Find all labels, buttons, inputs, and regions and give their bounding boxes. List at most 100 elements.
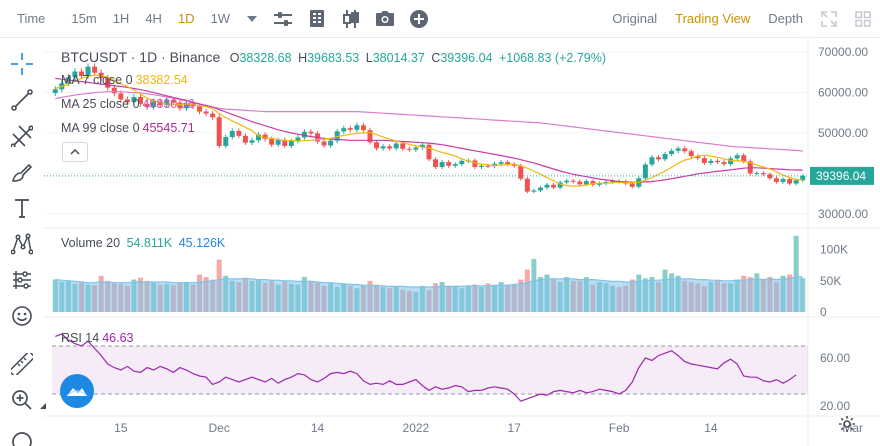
candlestick-icon[interactable]	[334, 0, 368, 38]
candle-body	[269, 139, 275, 145]
low-label: L	[365, 51, 373, 65]
magnet-icon[interactable]	[10, 430, 34, 446]
candle-body	[406, 148, 412, 150]
indicator-settings-icon[interactable]	[266, 0, 300, 38]
time-tick-label: 17	[508, 421, 522, 435]
candle-body	[590, 181, 596, 185]
building-icon[interactable]	[300, 0, 334, 38]
candle-body	[79, 71, 84, 76]
smiley-icon[interactable]	[10, 304, 34, 328]
interval-1h[interactable]: 1H	[112, 10, 130, 26]
chart-settings-icon[interactable]	[838, 415, 856, 438]
price-tick-label: 50000.00	[818, 126, 868, 140]
candle-body	[544, 184, 550, 188]
candle-body	[85, 66, 91, 76]
rsi-line	[55, 333, 797, 402]
volume-value-a: 54.811K	[126, 236, 173, 250]
parallel-channel-icon[interactable]	[10, 124, 34, 148]
ruler-icon[interactable]	[10, 352, 34, 376]
candle-body	[229, 130, 235, 138]
candle-body	[557, 182, 563, 188]
candle-body	[197, 106, 203, 112]
candle-body	[629, 183, 635, 187]
forecast-icon[interactable]	[10, 268, 34, 292]
candle-body	[721, 162, 727, 165]
rsi-value: 46.63	[102, 331, 134, 345]
candle-body	[413, 147, 419, 150]
text-tool-icon[interactable]	[10, 196, 34, 220]
volume-tick-label: 100K	[820, 243, 848, 257]
fullscreen-icon[interactable]	[812, 0, 846, 38]
volume-bar	[800, 278, 806, 312]
collapse-legend-button[interactable]	[62, 142, 88, 162]
last-price-tag	[810, 166, 874, 185]
drawing-toolbar	[0, 38, 46, 446]
candle-body	[275, 139, 281, 145]
chevron-up-icon	[70, 149, 80, 155]
candle-body	[144, 103, 150, 108]
candle-body	[301, 131, 307, 138]
ma25-legend: MA 25 close 0 40830.36	[61, 97, 198, 111]
candle-body	[105, 77, 111, 88]
volume-ma-area	[55, 276, 803, 312]
candle-body	[754, 173, 760, 175]
ohlc-legend: BTCUSDT · 1D · Binance O38328.68 H39683.…	[61, 49, 609, 65]
time-tick-label: 2022	[403, 421, 430, 435]
chevron-down-icon[interactable]	[238, 0, 266, 38]
volume-tick-label: 50K	[820, 274, 841, 288]
candle-body	[518, 165, 524, 179]
interval-time[interactable]: Time	[17, 10, 46, 26]
candle-body	[714, 160, 720, 163]
view-trading-view[interactable]: Trading View	[675, 11, 751, 26]
candle-body	[675, 148, 681, 151]
price-tick-label: 60000.00	[818, 86, 868, 100]
candle-body	[728, 158, 734, 165]
candle-body	[210, 113, 216, 118]
last-price-label: 39396.04	[816, 169, 866, 183]
candle-body	[577, 181, 583, 185]
candle-body	[478, 165, 484, 167]
candle-body	[531, 190, 537, 192]
candle-body	[688, 151, 694, 157]
candle-body	[92, 66, 98, 73]
interval-15m[interactable]: 15m	[71, 10, 97, 26]
brush-icon[interactable]	[10, 160, 34, 184]
view-depth[interactable]: Depth	[768, 11, 803, 26]
rsi-tick-label: 60.00	[820, 351, 850, 365]
rsi-legend: RSI 14 46.63	[61, 331, 137, 345]
interval-4h[interactable]: 4H	[145, 10, 162, 26]
ma25-value: 40830.36	[142, 97, 195, 111]
crosshair-icon[interactable]	[10, 52, 34, 76]
chart-area[interactable]: 70000.0060000.0050000.0040000.0030000.00…	[44, 38, 880, 446]
volume-bar	[793, 235, 799, 312]
symbol-label: BTCUSDT · 1D · Binance	[61, 49, 221, 65]
candle-body	[682, 148, 688, 152]
candle-body	[262, 134, 268, 140]
candle-body	[131, 97, 137, 103]
candle-body	[236, 130, 242, 136]
low-value: 38014.37	[372, 51, 425, 65]
trend-line-icon[interactable]	[10, 88, 34, 112]
candle-body	[787, 179, 793, 184]
add-icon[interactable]	[402, 0, 436, 38]
expand-tools-icon[interactable]	[38, 394, 48, 418]
camera-icon[interactable]	[368, 0, 402, 38]
pattern-icon[interactable]	[10, 232, 34, 256]
candle-body	[655, 157, 661, 160]
ma25-line	[55, 77, 803, 183]
interval-1d[interactable]: 1D	[177, 10, 195, 26]
candle-body	[439, 162, 445, 167]
volume-tick-label: 0	[820, 305, 827, 319]
grid-layout-icon[interactable]	[846, 0, 880, 38]
candle-body	[393, 143, 399, 149]
view-original[interactable]: Original	[612, 11, 658, 26]
zoom-in-icon[interactable]	[10, 388, 34, 412]
price-chart[interactable]: 70000.0060000.0050000.0040000.0030000.00…	[44, 38, 880, 446]
candle-body	[511, 164, 517, 166]
interval-1w[interactable]: 1W	[210, 10, 231, 26]
candle-body	[288, 141, 294, 146]
candle-body	[551, 184, 557, 188]
open-label: O	[229, 51, 240, 65]
candle-body	[498, 162, 504, 164]
candle-body	[400, 143, 406, 149]
